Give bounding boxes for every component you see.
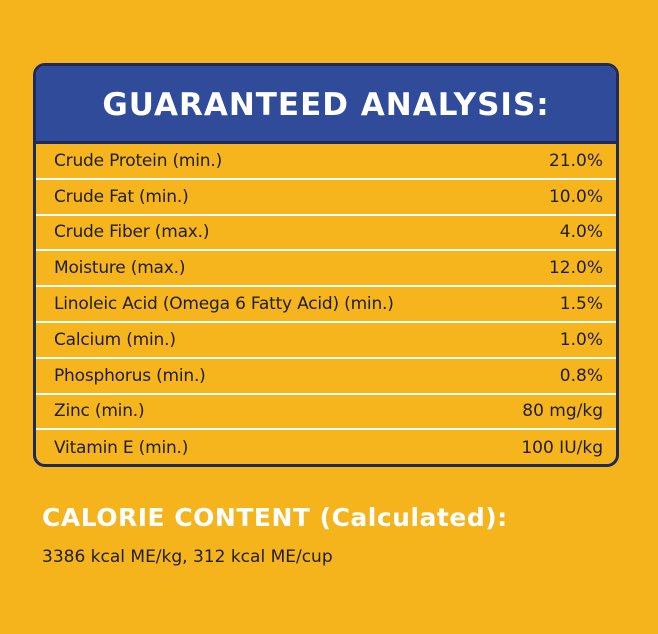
row-value: 1.5% [559,294,603,315]
row-label: Phosphorus (min.) [54,365,206,386]
table-row: Vitamin E (min.) 100 IU/kg [36,430,616,464]
panel-header: GUARANTEED ANALYSIS: [36,66,616,144]
calorie-content-heading: CALORIE CONTENT (Calculated): [42,503,508,532]
table-row: Crude Fiber (max.) 4.0% [36,216,616,252]
row-label: Moisture (max.) [54,258,186,279]
row-value: 12.0% [548,258,603,279]
table-row: Crude Fat (min.) 10.0% [36,180,616,216]
row-label: Crude Protein (min.) [54,150,223,171]
table-row: Linoleic Acid (Omega 6 Fatty Acid) (min.… [36,287,616,323]
row-value: 4.0% [559,222,603,243]
table-row: Zinc (min.) 80 mg/kg [36,395,616,431]
row-value: 1.0% [559,329,603,350]
row-value: 0.8% [559,365,603,386]
panel-title: GUARANTEED ANALYSIS: [102,86,550,123]
analysis-table: Crude Protein (min.) 21.0% Crude Fat (mi… [36,144,616,464]
row-label: Vitamin E (min.) [54,438,189,459]
row-value: 21.0% [548,150,603,171]
calorie-content-value: 3386 kcal ME/kg, 312 kcal ME/cup [42,547,333,567]
guaranteed-analysis-panel: GUARANTEED ANALYSIS: Crude Protein (min.… [33,63,619,467]
row-value: 80 mg/kg [522,401,603,422]
row-label: Calcium (min.) [54,329,176,350]
table-row: Phosphorus (min.) 0.8% [36,359,616,395]
row-label: Zinc (min.) [54,401,145,422]
table-row: Moisture (max.) 12.0% [36,251,616,288]
row-label: Crude Fat (min.) [54,186,189,207]
row-value: 10.0% [548,186,603,207]
row-value: 100 IU/kg [521,438,603,459]
row-label: Crude Fiber (max.) [54,222,210,243]
table-row: Calcium (min.) 1.0% [36,323,616,359]
row-label: Linoleic Acid (Omega 6 Fatty Acid) (min.… [54,294,394,315]
table-row: Crude Protein (min.) 21.0% [36,144,616,180]
